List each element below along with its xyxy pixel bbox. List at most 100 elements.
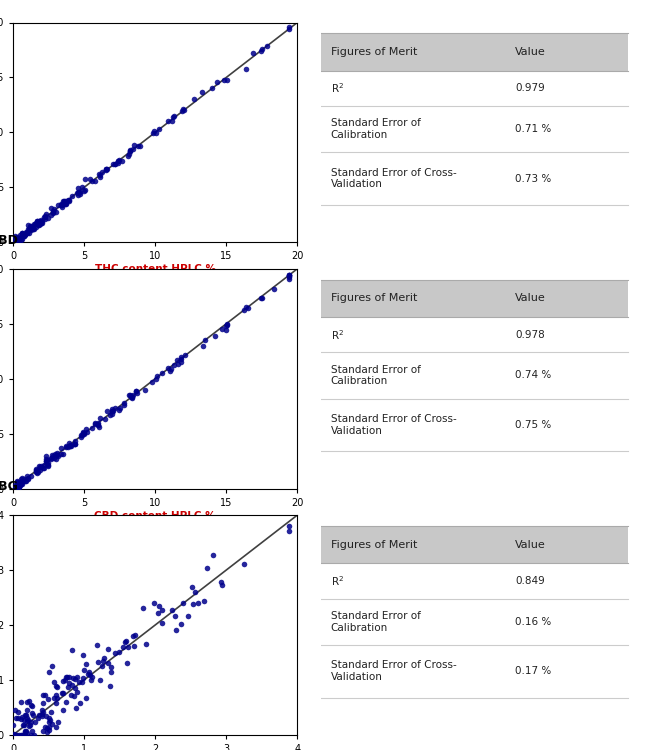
Point xyxy=(113,155,123,167)
Point xyxy=(61,441,71,453)
Point xyxy=(47,453,57,465)
Point xyxy=(10,729,21,741)
Point xyxy=(52,447,62,459)
Point xyxy=(76,676,87,688)
Point xyxy=(283,520,294,532)
Point xyxy=(217,323,227,335)
Point xyxy=(81,692,91,704)
Point xyxy=(8,719,19,731)
Text: 0.849: 0.849 xyxy=(515,576,545,586)
Point xyxy=(166,362,176,374)
Point xyxy=(42,726,52,738)
Point xyxy=(21,226,32,238)
Point xyxy=(31,464,41,476)
Point xyxy=(129,139,139,151)
Point xyxy=(14,478,25,490)
Point xyxy=(41,454,52,466)
Point xyxy=(41,208,52,220)
Point xyxy=(77,181,87,193)
Point xyxy=(24,694,34,706)
Point xyxy=(107,403,117,415)
Point xyxy=(283,21,294,33)
Point xyxy=(47,661,58,673)
Point xyxy=(101,164,111,176)
Point xyxy=(46,706,56,718)
Point xyxy=(14,232,24,244)
Point xyxy=(17,718,28,730)
Point xyxy=(95,674,105,686)
Point xyxy=(44,667,54,679)
Point xyxy=(28,729,39,741)
Point xyxy=(22,226,32,238)
Point xyxy=(27,221,38,233)
Point xyxy=(19,710,30,722)
Point xyxy=(78,671,89,683)
Point xyxy=(85,172,95,184)
Text: Value: Value xyxy=(515,293,546,304)
Point xyxy=(283,273,294,285)
Text: 0.74 %: 0.74 % xyxy=(515,370,551,380)
Point xyxy=(87,422,98,434)
Point xyxy=(13,479,23,491)
Point xyxy=(9,236,19,248)
Point xyxy=(71,670,82,682)
Point xyxy=(70,674,80,686)
Point xyxy=(219,74,230,86)
Point xyxy=(176,618,186,630)
Point xyxy=(16,696,27,708)
Point xyxy=(176,350,186,362)
Point xyxy=(48,205,58,217)
Point xyxy=(22,227,32,239)
Point xyxy=(82,425,93,437)
Point xyxy=(33,712,43,724)
Point xyxy=(11,233,21,245)
Point xyxy=(48,450,58,462)
Point xyxy=(51,206,61,218)
Bar xyxy=(321,645,628,698)
Point xyxy=(168,358,179,370)
Point xyxy=(56,200,67,212)
Point xyxy=(17,711,28,723)
Point xyxy=(26,729,36,741)
Point xyxy=(283,269,294,281)
Text: 0.16 %: 0.16 % xyxy=(515,616,551,627)
Point xyxy=(45,452,56,464)
Point xyxy=(157,604,167,616)
Point xyxy=(43,211,53,223)
Point xyxy=(52,681,62,693)
Point xyxy=(179,104,189,116)
Point xyxy=(32,217,43,229)
Point xyxy=(10,232,21,244)
Point xyxy=(97,660,107,672)
Point xyxy=(37,710,47,722)
Point xyxy=(34,217,45,229)
Point xyxy=(17,229,27,241)
Point xyxy=(10,236,21,248)
Point xyxy=(21,476,31,488)
Point xyxy=(168,111,178,123)
Point xyxy=(23,472,34,484)
Text: Standard Error of Cross-
Validation: Standard Error of Cross- Validation xyxy=(331,168,456,190)
Point xyxy=(18,729,28,741)
Point xyxy=(50,689,61,701)
Point xyxy=(60,440,71,452)
Point xyxy=(58,704,68,716)
Point xyxy=(148,596,159,608)
Point xyxy=(16,479,26,491)
Point xyxy=(123,151,133,163)
Text: 0.71 %: 0.71 % xyxy=(515,124,551,134)
Point xyxy=(103,657,113,669)
Point xyxy=(102,405,113,417)
Point xyxy=(39,211,50,223)
Point xyxy=(32,217,43,229)
Point xyxy=(63,194,73,206)
Point xyxy=(133,140,144,152)
Point xyxy=(50,697,61,709)
Point xyxy=(28,709,38,721)
Point xyxy=(43,693,54,705)
Point xyxy=(16,478,26,490)
Point xyxy=(20,228,30,240)
Point xyxy=(10,482,20,494)
Point xyxy=(80,184,90,196)
Point xyxy=(58,687,68,699)
